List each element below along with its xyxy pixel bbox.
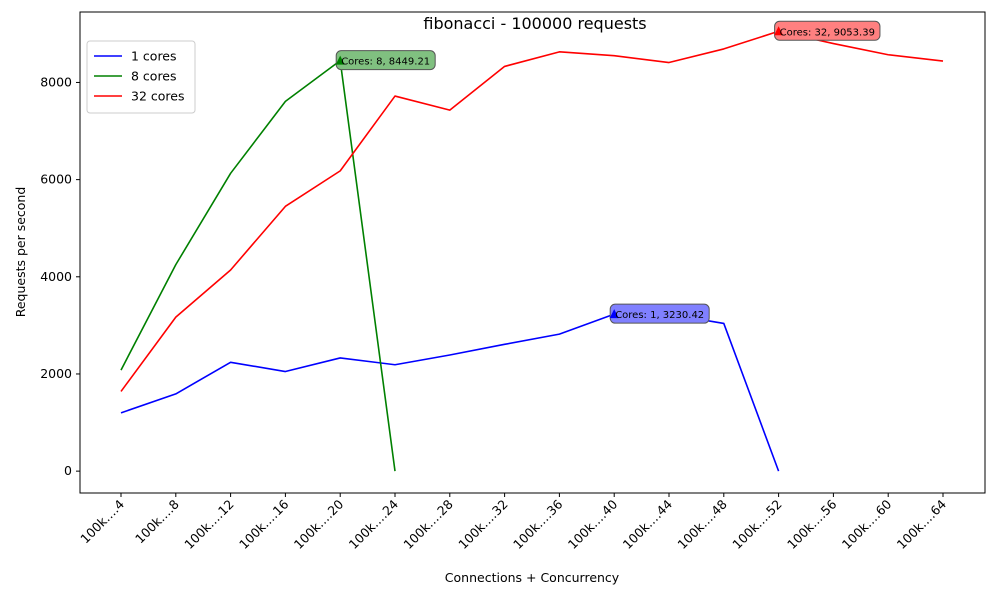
y-tick-label: 8000 — [40, 74, 72, 89]
y-tick-label: 2000 — [40, 366, 72, 381]
annotation-text: Cores: 1, 3230.42 — [615, 310, 704, 321]
y-axis-label: Requests per second — [13, 187, 28, 318]
x-tick-label: 100k….56 — [784, 496, 840, 552]
y-tick-label: 6000 — [40, 172, 72, 187]
x-tick-label: 100k….60 — [839, 496, 895, 552]
x-tick-label: 100k….48 — [674, 496, 730, 552]
annotation-box — [774, 20, 881, 41]
annotation-text: Cores: 32, 9053.39 — [780, 27, 875, 38]
x-tick-label: 100k….52 — [729, 497, 784, 552]
x-tick-label: 100k….4 — [77, 496, 127, 546]
x-tick-label: 100k….44 — [620, 496, 676, 552]
x-tick-label: 100k….64 — [894, 496, 950, 552]
peak-annotation: Cores: 32, 9053.39 — [774, 20, 881, 41]
peak-annotation: Cores: 1, 3230.42 — [609, 303, 710, 324]
x-tick-label: 100k….20 — [291, 496, 347, 552]
x-tick-label: 100k….40 — [565, 496, 621, 552]
annotation-box — [335, 50, 436, 71]
x-tick-label: 100k….32 — [455, 497, 510, 552]
legend: 1 cores 8 cores 32 cores — [86, 40, 196, 114]
x-tick-label: 100k….36 — [510, 496, 566, 552]
x-axis-label: Connections + Concurrency — [445, 570, 620, 585]
x-tick-label: 100k….28 — [400, 496, 456, 552]
annotation-marker — [335, 55, 345, 65]
series-line-1 — [120, 313, 780, 472]
plot-frame — [79, 11, 986, 494]
plot-area: Cores: 1, 3230.42 Cores: 8, 8449.21 Cores:… — [120, 20, 944, 472]
x-tick-label: 100k….12 — [181, 497, 236, 552]
y-axis: 0 2000 4000 6000 8000 — [40, 74, 80, 478]
y-tick-label: 0 — [64, 463, 72, 478]
x-tick-label: 100k….8 — [132, 496, 182, 546]
x-tick-label: 100k….24 — [346, 496, 402, 552]
y-tick-label: 4000 — [40, 269, 72, 284]
annotation-marker — [609, 309, 619, 319]
annotation-text: Cores: 8, 8449.21 — [341, 57, 430, 68]
x-tick-label: 100k….16 — [236, 496, 292, 552]
legend-label: 1 cores — [131, 49, 177, 64]
x-axis: 100k….4 100k….8 100k….12 100k….16 100k….20 10… — [77, 493, 949, 552]
legend-label: 32 cores — [131, 89, 184, 104]
series-line-3 — [120, 30, 944, 392]
chart-title: fibonacci - 100000 requests — [423, 14, 646, 33]
annotation-marker — [774, 26, 784, 36]
legend-box — [86, 40, 196, 114]
peak-annotation: Cores: 8, 8449.21 — [335, 50, 436, 71]
series-line-2 — [120, 59, 396, 472]
legend-label: 8 cores — [131, 69, 177, 84]
annotation-box — [609, 303, 710, 324]
